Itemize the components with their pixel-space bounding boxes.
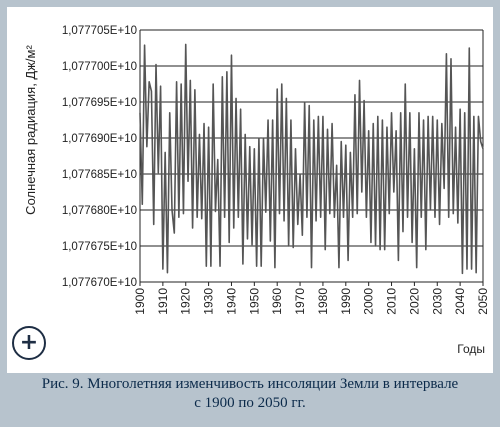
y-tick-label: 1,077705E+10 <box>62 25 137 37</box>
x-tick-label: 1910 <box>156 288 170 315</box>
y-tick-label: 1,077670E+10 <box>62 277 137 289</box>
x-tick-label: 1900 <box>133 288 147 315</box>
y-axis-label: Солнечная радиация, Дж/м² <box>23 45 38 215</box>
y-tick-label: 1,077700E+10 <box>62 61 137 73</box>
x-tick-label: 1990 <box>339 288 353 315</box>
x-tick-label: 1970 <box>293 288 307 315</box>
y-tick-label: 1,077680E+10 <box>62 205 137 217</box>
series-line <box>139 43 484 275</box>
x-tick-labels: 1900 1910 1920 1930 1940 1950 1960 1970 1980 1990… <box>133 288 490 315</box>
y-tick-label: 1,077675E+10 <box>62 241 137 253</box>
zoom-plus-button[interactable]: + <box>12 326 46 360</box>
y-tick-label: 1,077695E+10 <box>62 97 137 109</box>
x-tick-label: 2000 <box>362 288 376 315</box>
x-tick-label: 1930 <box>202 288 216 315</box>
y-tick-label: 1,077685E+10 <box>62 169 137 181</box>
x-axis-label: Годы <box>457 342 485 356</box>
x-tick-label: 2020 <box>407 288 421 315</box>
x-tick-label: 1980 <box>316 288 330 315</box>
x-tick-label: 1960 <box>270 288 284 315</box>
chart-area: 1,077670E+10 1,077675E+10 1,077680E+10 1,07… <box>7 7 493 373</box>
x-tick-label: 2050 <box>476 288 490 315</box>
x-tick-label: 2030 <box>430 288 444 315</box>
x-tick-label: 1950 <box>247 288 261 315</box>
y-tick-label: 1,077690E+10 <box>62 133 137 145</box>
x-tick-label: 1920 <box>179 288 193 315</box>
y-tick-labels: 1,077670E+10 1,077675E+10 1,077680E+10 1,07… <box>62 25 137 289</box>
figure-panel: 1,077670E+10 1,077675E+10 1,077680E+10 1,07… <box>7 7 493 420</box>
series-layer <box>139 43 484 275</box>
caption-line-2: с 1900 по 2050 гг. <box>194 395 306 411</box>
plus-icon: + <box>19 330 39 355</box>
figure-caption: Рис. 9. Многолетняя изменчивость инсоляц… <box>7 375 493 413</box>
caption-line-1: Рис. 9. Многолетняя изменчивость инсоляц… <box>41 376 459 392</box>
x-tick-label: 2010 <box>385 288 399 315</box>
insolation-chart: 1,077670E+10 1,077675E+10 1,077680E+10 1,07… <box>23 25 490 356</box>
x-tick-label: 2040 <box>453 288 467 315</box>
x-tick-label: 1940 <box>224 288 238 315</box>
